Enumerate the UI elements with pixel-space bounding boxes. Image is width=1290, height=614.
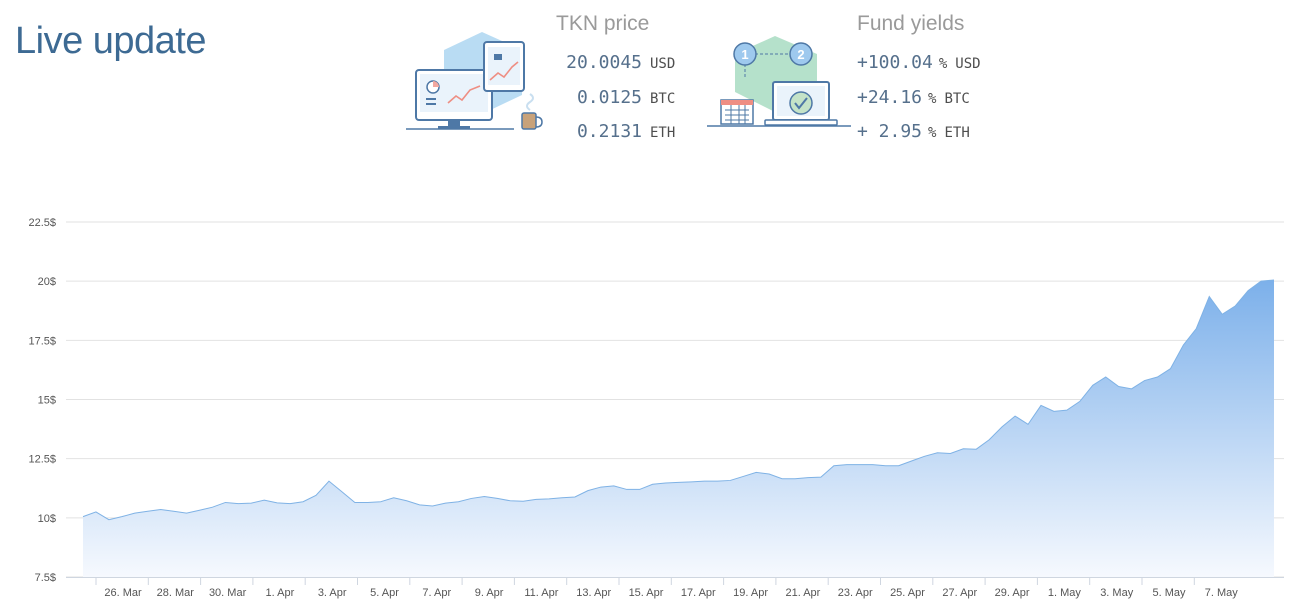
x-tick-label: 3. May bbox=[1100, 587, 1134, 599]
x-tick-label: 27. Apr bbox=[942, 587, 977, 599]
y-tick-label: 12.5$ bbox=[28, 454, 56, 466]
price-value: 20.0045 bbox=[566, 52, 642, 73]
price-unit: BTC bbox=[650, 90, 676, 107]
x-tick-label: 17. Apr bbox=[681, 587, 716, 599]
tkn-price-title: TKN price bbox=[556, 12, 650, 35]
y-tick-label: 20$ bbox=[38, 276, 56, 288]
price-row-usd: 20.0045 USD bbox=[556, 52, 675, 87]
laptop-steps-checkmark-icon: 1 2 bbox=[707, 36, 851, 127]
price-unit: ETH bbox=[650, 125, 676, 141]
y-tick-label: 22.5$ bbox=[28, 217, 56, 229]
price-unit: USD bbox=[650, 56, 676, 72]
fund-yields-title: Fund yields bbox=[857, 12, 965, 35]
price-area-chart: 7.5$ 10$ 12.5$ 15$ 17.5$ 20$ 22.5$ 26. Mar 28. … bbox=[28, 217, 1284, 599]
yield-unit: USD bbox=[955, 56, 981, 72]
yield-row-eth: + 2.95% ETH bbox=[857, 121, 981, 156]
y-axis-tick-labels: 7.5$ 10$ 12.5$ 15$ 17.5$ 20$ 22.5$ bbox=[28, 217, 56, 584]
yield-row-usd: +100.04% USD bbox=[857, 52, 981, 87]
y-tick-label: 7.5$ bbox=[35, 572, 56, 584]
x-tick-label: 30. Mar bbox=[209, 587, 247, 599]
y-tick-label: 10$ bbox=[38, 513, 56, 525]
yield-unit: ETH bbox=[944, 125, 970, 141]
yield-value: +100.04 bbox=[857, 52, 933, 73]
fund-yields-panel: Fund yields +100.04% USD +24.16% BTC + 2.9… bbox=[857, 12, 981, 156]
chart-series-line bbox=[82, 279, 1275, 521]
x-tick-label: 23. Apr bbox=[838, 587, 873, 599]
x-axis-tick-labels: 26. Mar 28. Mar 30. Mar 1. Apr 3. Apr 5. Apr 7… bbox=[104, 587, 1238, 599]
chart-area-fill bbox=[83, 279, 1274, 577]
tkn-price-panel: TKN price 20.0045 USD 0.0125 BTC 0.2131 ETH bbox=[556, 12, 675, 156]
price-value: 0.2131 bbox=[576, 121, 642, 142]
yield-percent-sign: % bbox=[928, 125, 937, 141]
x-tick-label: 21. Apr bbox=[785, 587, 820, 599]
yield-unit: BTC bbox=[944, 90, 970, 107]
price-value: 0.0125 bbox=[576, 86, 642, 108]
x-tick-label: 11. Apr bbox=[524, 587, 558, 599]
yield-row-btc: +24.16% BTC bbox=[857, 87, 981, 122]
price-row-eth: 0.2131 ETH bbox=[556, 121, 675, 156]
x-tick-label: 28. Mar bbox=[157, 587, 195, 599]
x-tick-label: 13. Apr bbox=[576, 587, 611, 599]
x-tick-label: 15. Apr bbox=[629, 587, 664, 599]
price-row-btc: 0.0125 BTC bbox=[556, 87, 675, 122]
x-tick-label: 5. May bbox=[1152, 587, 1186, 599]
x-tick-label: 7. May bbox=[1205, 587, 1239, 599]
x-tick-label: 9. Apr bbox=[475, 587, 504, 599]
x-tick-label: 1. Apr bbox=[266, 587, 295, 599]
y-tick-label: 17.5$ bbox=[28, 335, 56, 347]
yield-value: +24.16 bbox=[857, 86, 923, 108]
yield-percent-sign: % bbox=[938, 56, 948, 72]
step-1-label: 1 bbox=[741, 47, 748, 62]
yield-value: + 2.95 bbox=[857, 121, 923, 142]
yield-percent-sign: % bbox=[928, 90, 937, 107]
page-title: Live update bbox=[15, 20, 207, 62]
x-tick-label: 1. May bbox=[1048, 587, 1082, 599]
y-tick-label: 15$ bbox=[38, 395, 56, 407]
x-tick-label: 5. Apr bbox=[370, 587, 399, 599]
x-tick-label: 29. Apr bbox=[995, 587, 1030, 599]
x-tick-label: 7. Apr bbox=[422, 587, 451, 599]
x-tick-label: 19. Apr bbox=[733, 587, 768, 599]
x-tick-label: 3. Apr bbox=[318, 587, 347, 599]
x-tick-label: 26. Mar bbox=[104, 587, 142, 599]
x-tick-label: 25. Apr bbox=[890, 587, 925, 599]
desktop-tablet-chart-icon bbox=[406, 32, 543, 130]
step-2-label: 2 bbox=[797, 47, 804, 62]
chart-axes bbox=[66, 577, 1284, 585]
